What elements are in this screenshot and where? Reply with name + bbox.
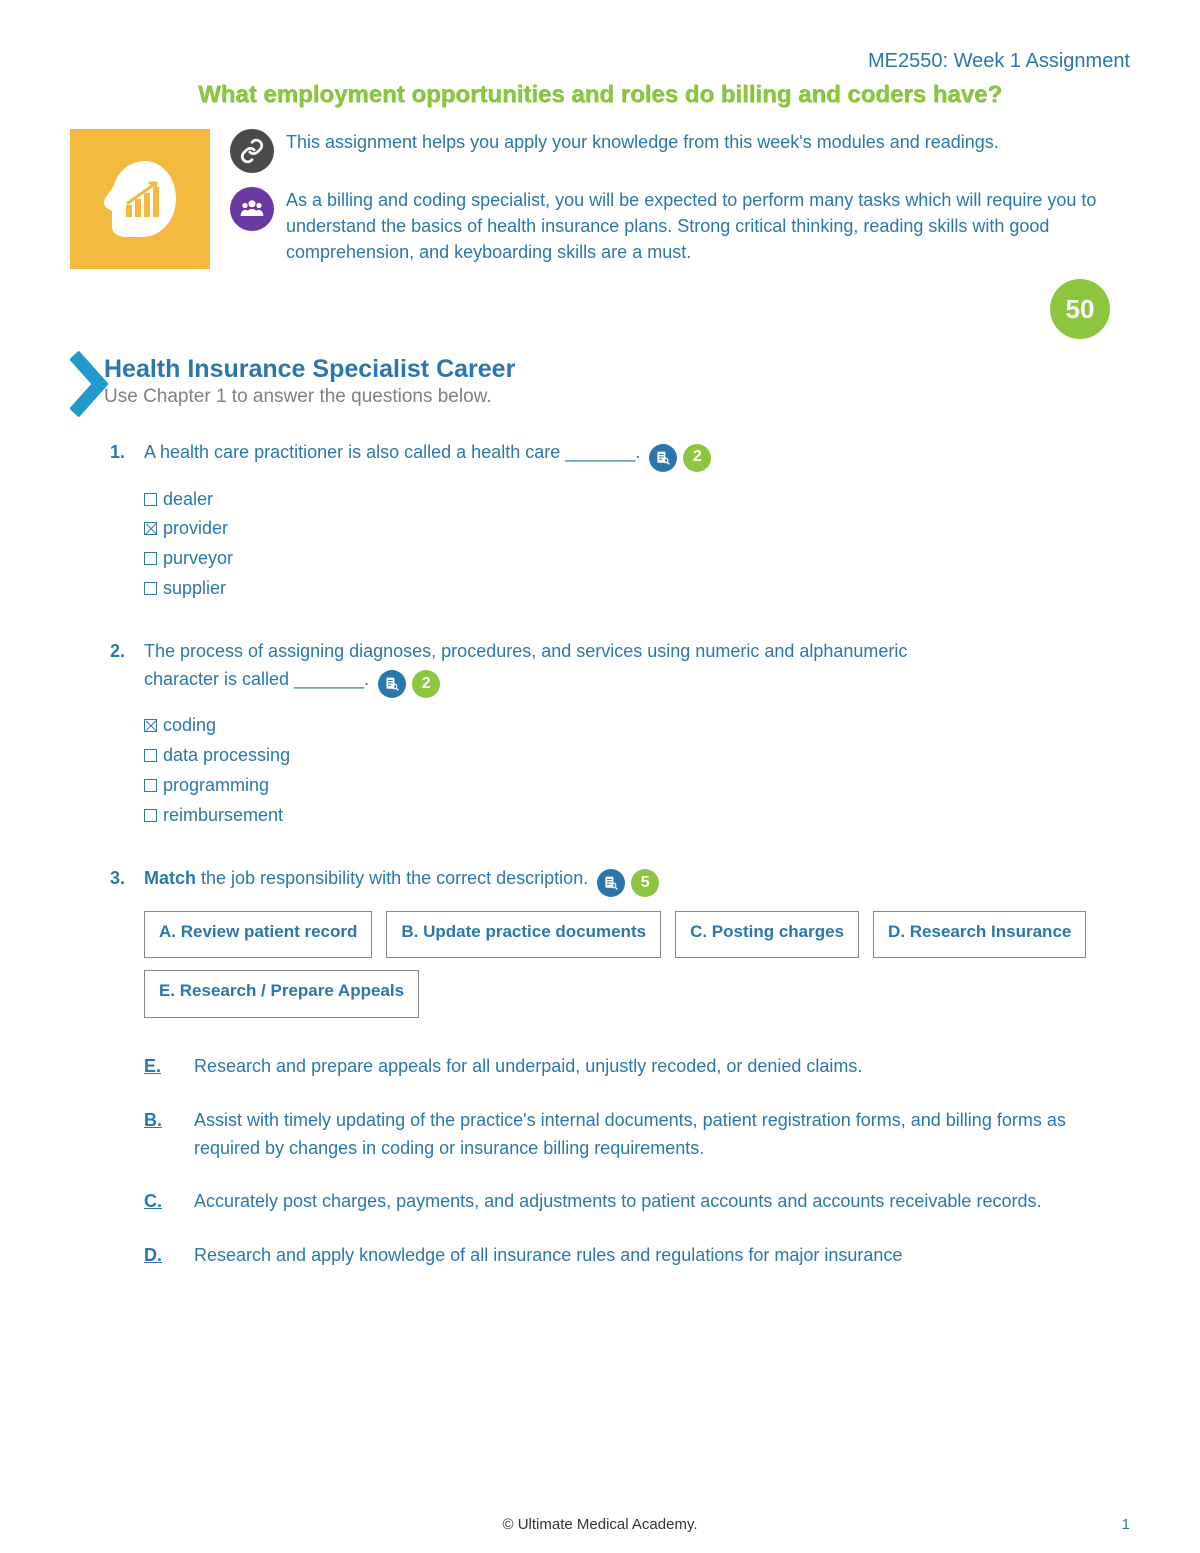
- section-title: Health Insurance Specialist Career: [104, 355, 515, 384]
- checkbox-icon[interactable]: [144, 552, 157, 565]
- checkbox-icon[interactable]: [144, 719, 157, 732]
- checkbox-icon[interactable]: [144, 582, 157, 595]
- answer-option[interactable]: coding: [144, 712, 1130, 740]
- option-label: data processing: [163, 745, 290, 765]
- match-description: Assist with timely updating of the pract…: [194, 1107, 1130, 1163]
- section-header: Health Insurance Specialist Career Use C…: [70, 349, 1130, 419]
- match-box[interactable]: A. Review patient record: [144, 911, 372, 958]
- option-label: supplier: [163, 578, 226, 598]
- answer-option[interactable]: reimbursement: [144, 802, 1130, 830]
- option-label: coding: [163, 715, 216, 735]
- option-label: reimbursement: [163, 805, 283, 825]
- q3-number: 3.: [110, 865, 134, 893]
- page-number: 1: [1122, 1516, 1130, 1533]
- match-answer-row: D. Research and apply knowledge of all in…: [144, 1242, 1130, 1270]
- q3-match-word: Match: [144, 868, 196, 888]
- q2-text-post: character is called _______.: [144, 669, 369, 689]
- answer-option[interactable]: dealer: [144, 486, 1130, 514]
- q2-number: 2.: [110, 638, 134, 666]
- answer-option[interactable]: data processing: [144, 742, 1130, 770]
- document-search-icon: [378, 670, 406, 698]
- answer-option[interactable]: purveyor: [144, 545, 1130, 573]
- checkbox-icon[interactable]: [144, 522, 157, 535]
- section-subtitle: Use Chapter 1 to answer the questions be…: [104, 386, 515, 408]
- q2-points-badge: 2: [412, 670, 440, 698]
- q3-points-badge: 5: [631, 869, 659, 897]
- checkbox-icon[interactable]: [144, 779, 157, 792]
- document-search-icon: [597, 869, 625, 897]
- q1-text: A health care practitioner is also calle…: [144, 442, 640, 462]
- match-box[interactable]: B. Update practice documents: [386, 911, 661, 958]
- answer-option[interactable]: provider: [144, 515, 1130, 543]
- answer-option[interactable]: programming: [144, 772, 1130, 800]
- answer-option[interactable]: supplier: [144, 575, 1130, 603]
- match-letter[interactable]: C.: [144, 1188, 164, 1216]
- match-letter[interactable]: B.: [144, 1107, 164, 1163]
- match-answer-row: B. Assist with timely updating of the pra…: [144, 1107, 1130, 1163]
- question-3: 3. Match the job responsibility with the…: [110, 865, 1130, 1270]
- match-description: Accurately post charges, payments, and a…: [194, 1188, 1130, 1216]
- footer-copyright: © Ultimate Medical Academy.: [0, 1516, 1200, 1533]
- match-letter[interactable]: D.: [144, 1242, 164, 1270]
- option-label: programming: [163, 775, 269, 795]
- intro-paragraph-2: As a billing and coding specialist, you …: [286, 187, 1130, 265]
- link-icon: [230, 129, 274, 173]
- match-box[interactable]: C. Posting charges: [675, 911, 859, 958]
- match-description: Research and apply knowledge of all insu…: [194, 1242, 1130, 1270]
- question-1: 1. A health care practitioner is also ca…: [110, 439, 1130, 603]
- checkbox-icon[interactable]: [144, 809, 157, 822]
- match-answer-row: E. Research and prepare appeals for all u…: [144, 1053, 1130, 1081]
- option-label: purveyor: [163, 548, 233, 568]
- total-points-badge: 50: [1050, 279, 1110, 339]
- intro-section: This assignment helps you apply your kno…: [70, 129, 1130, 279]
- q3-text: the job responsibility with the correct …: [196, 868, 588, 888]
- intro-paragraph-1: This assignment helps you apply your kno…: [286, 129, 999, 155]
- course-code-header: ME2550: Week 1 Assignment: [70, 50, 1130, 73]
- document-search-icon: [649, 444, 677, 472]
- checkbox-icon[interactable]: [144, 493, 157, 506]
- match-box[interactable]: D. Research Insurance: [873, 911, 1086, 958]
- question-2: 2. The process of assigning diagnoses, p…: [110, 638, 1130, 830]
- q2-text-pre: The process of assigning diagnoses, proc…: [144, 641, 907, 661]
- page-title: What employment opportunities and roles …: [70, 81, 1130, 109]
- checkbox-icon[interactable]: [144, 749, 157, 762]
- match-description: Research and prepare appeals for all und…: [194, 1053, 1130, 1081]
- match-letter[interactable]: E.: [144, 1053, 164, 1081]
- hero-growth-icon: [70, 129, 210, 269]
- option-label: dealer: [163, 489, 213, 509]
- q1-number: 1.: [110, 439, 134, 467]
- option-label: provider: [163, 518, 228, 538]
- q1-points-badge: 2: [683, 444, 711, 472]
- match-box[interactable]: E. Research / Prepare Appeals: [144, 970, 419, 1017]
- match-answer-row: C. Accurately post charges, payments, and…: [144, 1188, 1130, 1216]
- team-icon: [230, 187, 274, 231]
